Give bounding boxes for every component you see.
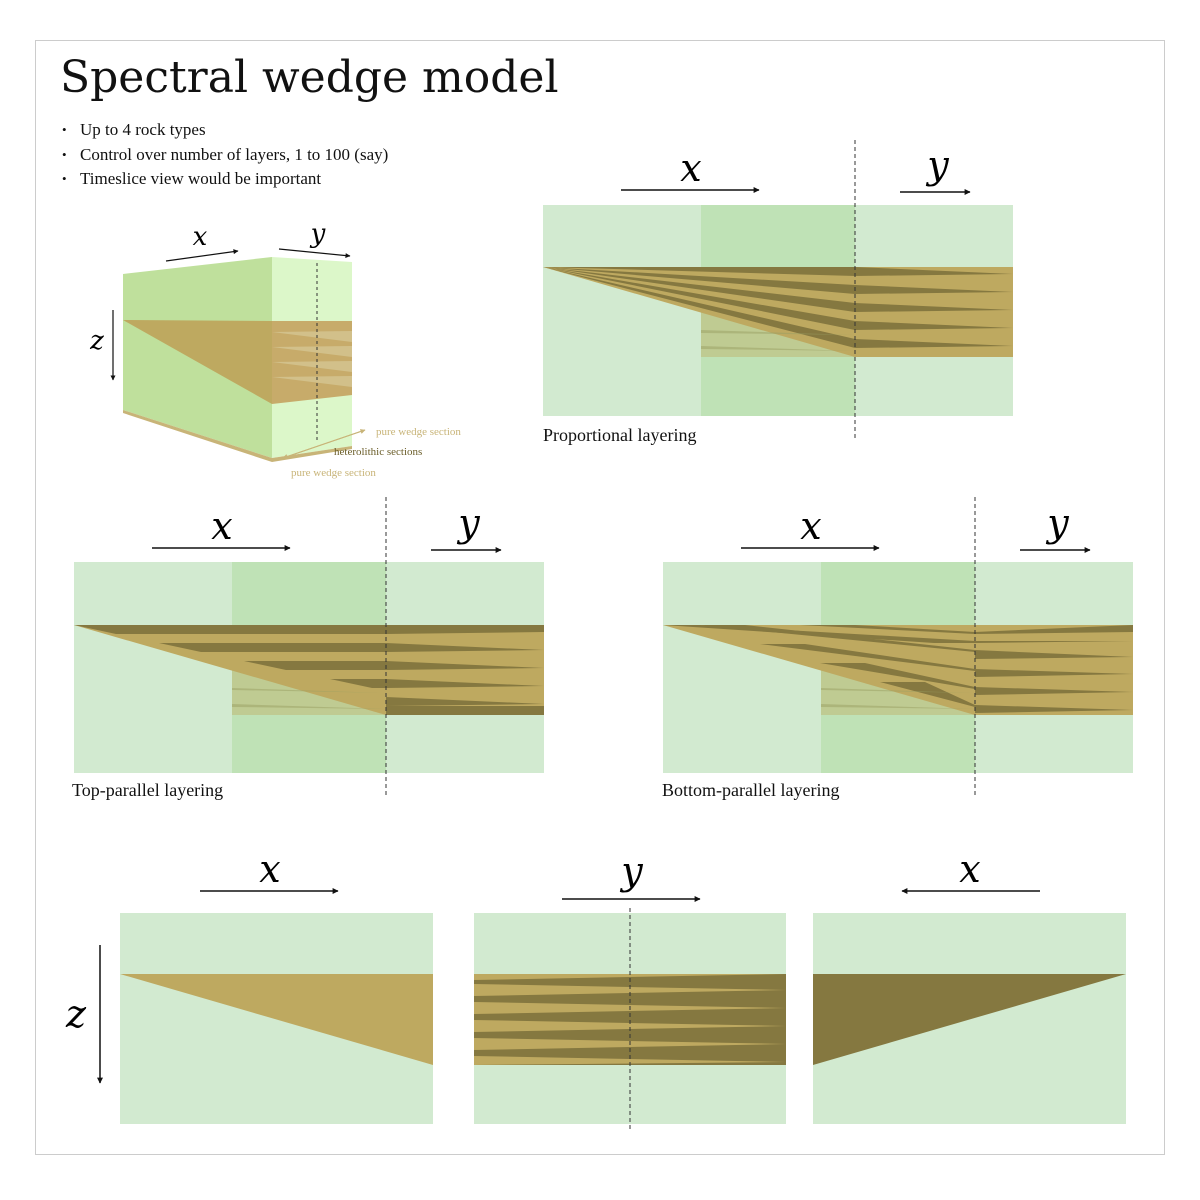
bullet-list: Up to 4 rock types Control over number o… xyxy=(62,118,388,192)
ghost-layers xyxy=(232,688,386,709)
x-arrow xyxy=(165,249,239,262)
figure-frame xyxy=(35,40,1165,1155)
bullet-item: Up to 4 rock types xyxy=(62,118,388,143)
panel-bottom-parallel: x y Bottom-parallel layering xyxy=(662,497,1133,800)
y-arrow xyxy=(278,248,351,259)
block-heterolithic-stripes xyxy=(272,331,352,387)
bullet-item: Timeslice view would be important xyxy=(62,167,388,192)
panel-pure-wedge-x-reversed: x xyxy=(813,847,1126,1124)
annotation-pure-wedge-bottom: pure wedge section xyxy=(291,467,376,479)
panel-caption: Bottom-parallel layering xyxy=(662,780,839,800)
wedge-block-3d: x y z pure wedge section heterolithic se… xyxy=(89,219,461,479)
panel-caption: Top-parallel layering xyxy=(72,780,223,800)
axis-label-x: x xyxy=(800,504,821,548)
axis-label-x: x xyxy=(259,847,280,891)
axis-label-x: x xyxy=(680,146,701,190)
block-wedge-front xyxy=(123,320,272,404)
axis-label-x: x xyxy=(959,847,980,891)
page-title: Spectral wedge model xyxy=(60,52,559,103)
heterolithic-stripes xyxy=(474,974,786,1065)
wedge-light xyxy=(120,974,433,1065)
wedge-layers xyxy=(74,625,544,715)
ghost-layers xyxy=(701,330,855,351)
panel-top-parallel: x y Top-parallel layering xyxy=(72,497,544,800)
axis-label-y: y xyxy=(619,849,643,893)
annotation-heterolithic: heterolithic sections xyxy=(334,446,422,458)
axis-label-z: z xyxy=(89,326,104,356)
annotation-arrow xyxy=(282,429,366,459)
axis-label-y: y xyxy=(925,143,949,187)
axis-label-z: z xyxy=(65,992,87,1036)
panel-heterolithic-y: y xyxy=(474,849,786,1130)
wedge-layers xyxy=(663,625,1133,713)
z-axis-indicator: z xyxy=(65,945,103,1084)
axis-label-y: y xyxy=(1045,501,1069,545)
panel-pure-wedge-x: x xyxy=(120,847,433,1124)
axis-label-y: y xyxy=(310,219,326,249)
annotation-pure-wedge-top: pure wedge section xyxy=(376,426,461,438)
axis-label-x: x xyxy=(211,504,232,548)
ghost-layers xyxy=(821,688,975,709)
panel-proportional: x y Proportional layering xyxy=(543,140,1013,445)
panel-caption: Proportional layering xyxy=(543,425,696,445)
wedge-layers xyxy=(543,267,1013,348)
axis-label-x: x xyxy=(193,222,208,252)
wedge-dark xyxy=(813,974,1126,1065)
axis-label-y: y xyxy=(456,501,480,545)
bullet-item: Control over number of layers, 1 to 100 … xyxy=(62,143,388,168)
